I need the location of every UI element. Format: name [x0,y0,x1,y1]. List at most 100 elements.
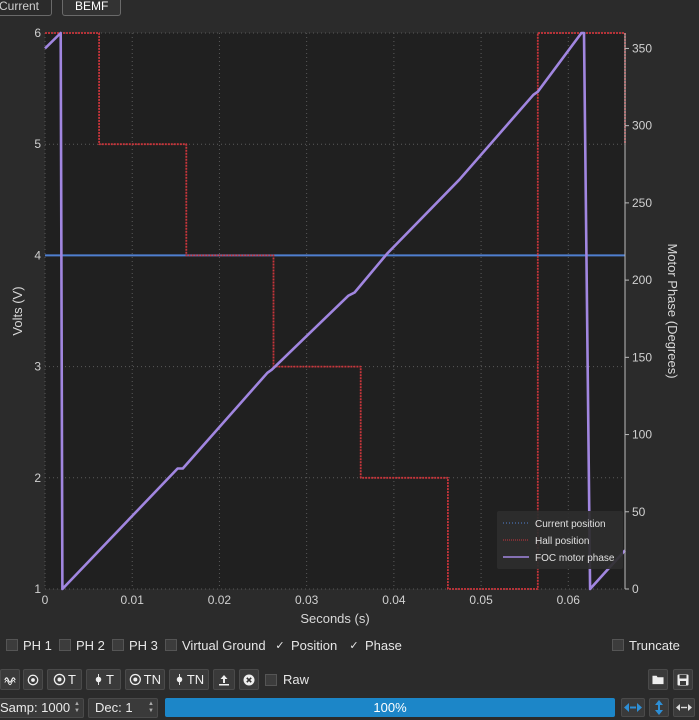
expand-arrows-icon [676,704,692,711]
zoom-vertical-button[interactable] [649,698,669,717]
samples-value: Samp: 1000 [0,700,71,715]
plot-background [45,33,625,589]
y-right-axis-label: Motor Phase (Degrees) [665,243,680,378]
checkbox-position[interactable]: ✓ Position [274,637,337,653]
y-right-tick-label: 200 [632,273,652,287]
bemf-chart[interactable]: 0 0.01 0.02 0.03 0.04 0.05 0.06 1 2 3 4 5 6 0 50 100 150… [0,18,699,630]
zoom-horizontal-button[interactable] [621,698,645,717]
target-icon [27,674,39,685]
scroll-progress-bar[interactable]: 100% [165,698,615,717]
tab-bar: Current BEMF [0,0,699,18]
y-right-tick-label: 0 [632,582,639,596]
y-left-tick-label: 3 [34,360,41,374]
y-right-tick-label: 300 [632,119,652,133]
checkbox-raw[interactable]: Raw [265,672,309,687]
checkbox-label: Phase [365,637,402,653]
tab-current[interactable]: Current [0,0,53,16]
y-left-tick-label: 2 [34,471,41,485]
checkbox-label: PH 3 [129,637,158,653]
checkbox-ph3[interactable]: PH 3 [112,637,158,653]
checkbox-box[interactable] [165,639,177,651]
x-axis-label: Seconds (s) [300,611,369,626]
x-tick-label: 0.03 [295,593,319,607]
checkbox-box[interactable] [612,639,624,651]
hall-position-line [45,32,626,590]
spin-arrows-icon[interactable]: ▲ ▼ [148,701,154,714]
checkbox-phase[interactable]: ✓ Phase [348,637,402,653]
series-lines [44,31,626,591]
x-tick-label: 0.01 [121,593,145,607]
button-label: T [68,672,76,687]
checkbox-box[interactable] [112,639,124,651]
sampling-bar: Samp: 1000 ▲ ▼ Dec: 1 ▲ ▼ 100% [0,697,699,719]
target-t-button[interactable]: T [47,669,82,690]
crosshair-icon [95,674,102,685]
y-left-tick-label: 6 [34,26,41,40]
wave-icon-button[interactable] [0,669,20,690]
clear-button[interactable] [239,669,259,690]
button-label: T [106,672,114,687]
target-tn-button[interactable]: TN [125,669,165,690]
target-icon [129,673,141,686]
y-right-tick-label: 350 [632,41,652,55]
progress-label: 100% [373,700,407,715]
legend: Current position Hall position FOC motor p… [497,511,623,569]
checkbox-box[interactable] [59,639,71,651]
check-icon[interactable]: ✓ [275,639,285,652]
checkbox-truncate[interactable]: Truncate [612,637,680,653]
save-icon [677,674,689,685]
tab-bemf[interactable]: BEMF [62,0,122,16]
y-left-tick-label: 1 [34,582,41,596]
decimation-spinbox[interactable]: Dec: 1 ▲ ▼ [88,698,158,718]
spin-arrows-icon[interactable]: ▲ ▼ [74,701,80,714]
checkbox-ph1[interactable]: PH 1 [6,637,52,653]
vertical-arrows-icon [655,700,663,715]
checkbox-label: PH 1 [23,637,52,653]
axis-ticks: 0 0.01 0.02 0.03 0.04 0.05 0.06 1 2 3 4 5 6 0 50 100 150… [34,26,652,607]
legend-box [497,511,623,569]
y-left-tick-label: 5 [34,137,41,151]
x-tick-label: 0.02 [208,593,232,607]
dot-tn-button[interactable]: TN [169,669,209,690]
x-tick-label: 0 [42,593,49,607]
check-icon[interactable]: ✓ [349,639,359,652]
checkbox-box[interactable] [6,639,18,651]
y-right-tick-label: 100 [632,428,652,442]
y-left-tick-label: 4 [34,248,41,262]
horizontal-arrows-icon [624,703,642,712]
expand-horizontal-button[interactable] [673,698,695,717]
legend-label: FOC motor phase [535,553,615,564]
checkbox-label: Position [291,637,338,653]
wave-icon [4,676,16,685]
checkbox-label: Virtual Ground [182,637,266,653]
upload-button[interactable] [213,669,235,690]
plot-area[interactable]: 0 0.01 0.02 0.03 0.04 0.05 0.06 1 2 3 4 5 6 0 50 100 150… [0,18,699,630]
button-label: TN [143,672,161,687]
checkbox-label: Truncate [629,637,680,653]
folder-icon [652,675,664,685]
open-folder-button[interactable] [648,669,668,690]
dot-t-button[interactable]: T [86,669,121,690]
trace-checkbox-row: PH 1 PH 2 PH 3 Virtual Ground ✓ Position … [0,634,699,656]
x-tick-label: 0.06 [557,593,581,607]
target-icon [53,673,66,686]
button-label: TN [186,672,205,687]
y-right-tick-label: 250 [632,196,652,210]
y-right-tick-label: 150 [632,350,652,364]
checkbox-virtual-ground[interactable]: Virtual Ground [165,637,266,653]
legend-label: Current position [535,519,606,530]
save-button[interactable] [673,669,693,690]
decimation-value: Dec: 1 [95,700,133,715]
x-tick-label: 0.04 [382,593,406,607]
samples-spinbox[interactable]: Samp: 1000 ▲ ▼ [0,698,84,718]
target-button[interactable] [23,669,43,690]
checkbox-ph2[interactable]: PH 2 [59,637,105,653]
crosshair-icon [176,674,183,685]
plot-toolbar: T T TN TN Raw [0,669,699,691]
legend-label: Hall position [535,536,589,547]
close-circle-icon [243,674,255,685]
x-tick-label: 0.05 [469,593,493,607]
foc-motor-phase-line [44,31,626,591]
upload-icon [219,674,229,685]
checkbox-box[interactable] [265,673,277,686]
